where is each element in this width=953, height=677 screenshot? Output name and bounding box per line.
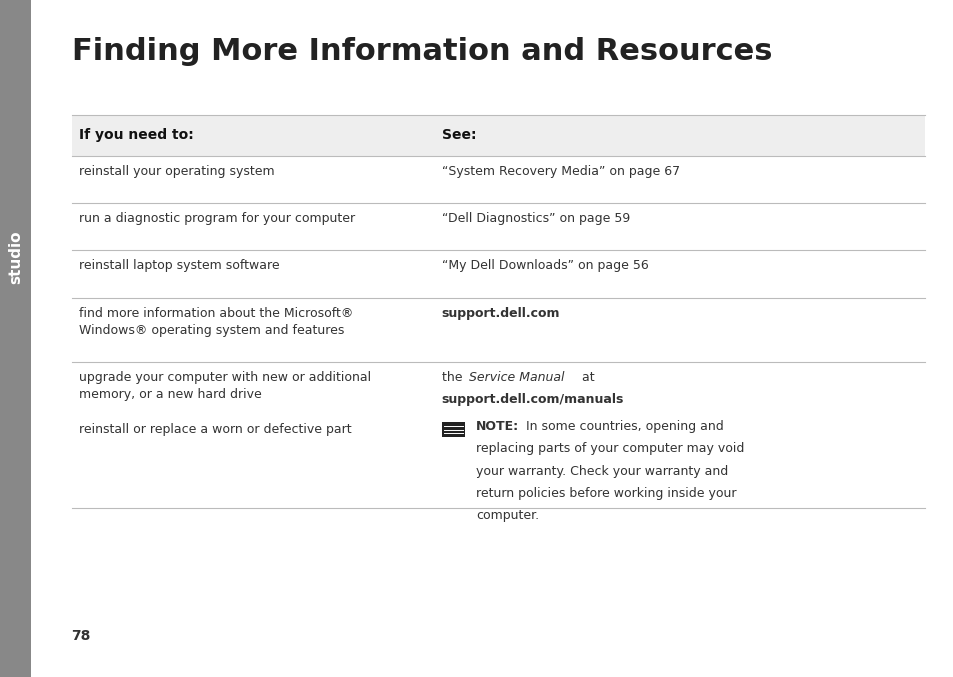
Text: See:: See:	[441, 129, 476, 142]
Text: studio: studio	[8, 230, 23, 284]
Text: replacing parts of your computer may void: replacing parts of your computer may voi…	[476, 442, 744, 456]
Text: find more information about the Microsoft®
Windows® operating system and feature: find more information about the Microsof…	[79, 307, 354, 337]
Text: 78: 78	[71, 629, 91, 643]
Text: at: at	[578, 371, 594, 384]
Text: the: the	[441, 371, 466, 384]
Text: reinstall laptop system software: reinstall laptop system software	[79, 259, 279, 272]
Text: your warranty. Check your warranty and: your warranty. Check your warranty and	[476, 464, 728, 478]
Text: upgrade your computer with new or additional
memory, or a new hard drive

reinst: upgrade your computer with new or additi…	[79, 371, 371, 437]
Bar	[71, 115, 924, 156]
Text: In some countries, opening and: In some countries, opening and	[525, 420, 722, 433]
Text: Service Manual: Service Manual	[469, 371, 564, 384]
Text: support.dell.com/manuals: support.dell.com/manuals	[441, 393, 623, 406]
Text: Finding More Information and Resources: Finding More Information and Resources	[71, 37, 771, 66]
Bar	[441, 422, 464, 437]
Text: “My Dell Downloads” on page 56: “My Dell Downloads” on page 56	[441, 259, 648, 272]
Text: reinstall your operating system: reinstall your operating system	[79, 165, 274, 177]
Text: “Dell Diagnostics” on page 59: “Dell Diagnostics” on page 59	[441, 212, 629, 225]
Text: If you need to:: If you need to:	[79, 129, 193, 142]
Text: NOTE:: NOTE:	[476, 420, 518, 433]
Text: return policies before working inside your: return policies before working inside yo…	[476, 487, 736, 500]
Text: computer.: computer.	[476, 509, 538, 523]
Text: run a diagnostic program for your computer: run a diagnostic program for your comput…	[79, 212, 355, 225]
Bar	[0, 0, 30, 677]
Text: support.dell.com: support.dell.com	[441, 307, 559, 320]
Text: “System Recovery Media” on page 67: “System Recovery Media” on page 67	[441, 165, 679, 177]
